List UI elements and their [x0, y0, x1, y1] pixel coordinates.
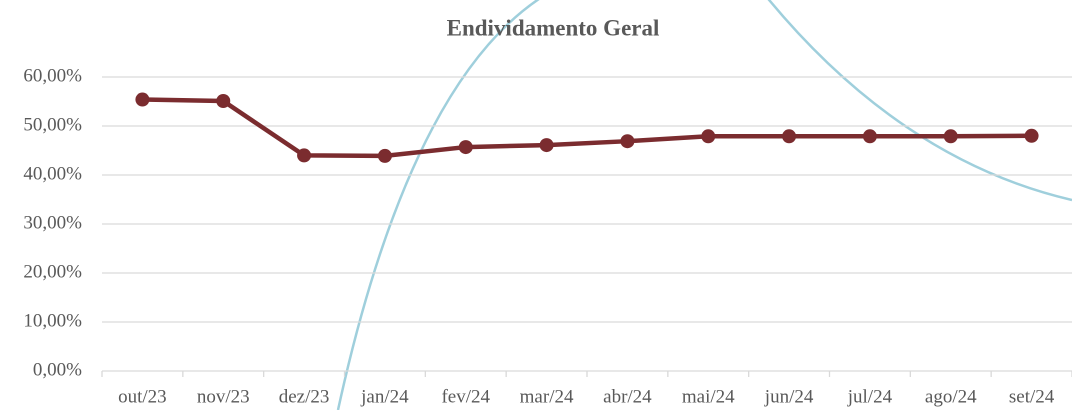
marker — [377, 148, 392, 163]
x-tick-label: out/23 — [118, 386, 167, 407]
y-tick-label: 60,00% — [23, 65, 82, 86]
x-tick-label: jun/24 — [764, 386, 814, 407]
y-tick-label: 40,00% — [23, 163, 82, 184]
x-tick-label: ago/24 — [925, 386, 977, 407]
marker — [862, 129, 877, 144]
marker — [943, 129, 958, 144]
x-tick-label: abr/24 — [603, 386, 652, 407]
y-tick-label: 10,00% — [23, 310, 82, 331]
marker — [458, 140, 473, 155]
marker — [539, 138, 554, 153]
x-tick-label: jan/24 — [360, 386, 409, 407]
y-tick-label: 0,00% — [33, 359, 82, 380]
marker — [620, 134, 635, 149]
marker — [1024, 128, 1039, 143]
x-tick-label: jul/24 — [847, 386, 893, 407]
marker — [135, 92, 150, 107]
x-tick-label: mar/24 — [520, 386, 574, 407]
y-tick-label: 30,00% — [23, 212, 82, 233]
decorative-arc — [336, 0, 540, 410]
x-tick-label: mai/24 — [682, 386, 735, 407]
y-tick-label: 20,00% — [23, 261, 82, 282]
y-tick-label: 50,00% — [23, 114, 82, 135]
line — [142, 97, 1032, 159]
marker — [297, 148, 312, 163]
x-tick-label: set/24 — [1009, 386, 1055, 407]
marker — [216, 94, 231, 109]
marker — [701, 129, 716, 144]
x-tick-label: fev/24 — [441, 386, 490, 407]
chart-title: Endividamento Geral — [447, 15, 660, 40]
x-tick-label: dez/23 — [279, 386, 330, 407]
marker — [782, 129, 797, 144]
decorative-arc — [767, 0, 1072, 202]
x-tick-label: nov/23 — [197, 386, 250, 407]
